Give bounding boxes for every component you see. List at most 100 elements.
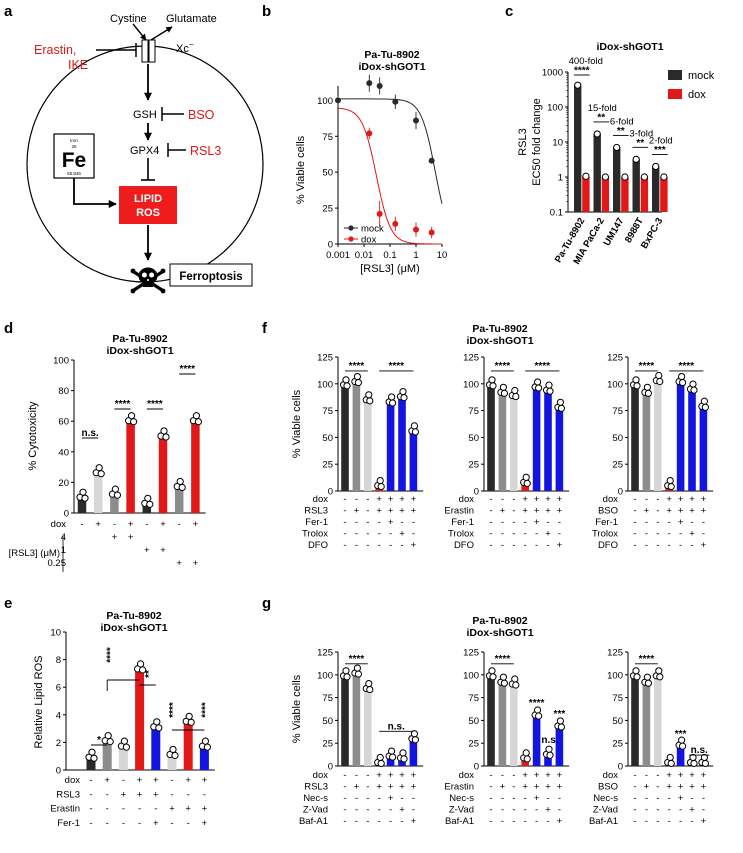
f-sub1-point-5-2: [546, 387, 554, 395]
g-sub2-y-tick-label-3: 75: [612, 693, 623, 704]
svg-text:55.845: 55.845: [67, 171, 81, 176]
e-point-0-1: [88, 748, 96, 756]
d-y-tick-label-2: 40: [58, 447, 69, 458]
d-bar-3: [126, 419, 135, 513]
e-row-label-3: Fer-1: [57, 818, 80, 829]
f-sub1-row-0-cell-1: -: [501, 494, 504, 505]
f-sub1-point-3-1: [522, 473, 530, 481]
g-sub0-point-6-2: [411, 736, 419, 744]
f-sub1-point-6-1: [556, 398, 565, 406]
g-sub0-row-4-cell-4: -: [389, 816, 392, 827]
e-row-0-cell-2: -: [122, 775, 125, 786]
transporter-right: [148, 39, 156, 63]
b-legend-dot-mock: [348, 225, 354, 231]
g-sub0-row-0-cell-5: +: [399, 770, 405, 781]
e-point-3-2: [139, 666, 147, 674]
d-bar-2: [110, 493, 119, 513]
f-sub0-y-tick-label-5: 125: [317, 353, 333, 364]
e-row-1-cell-1: -: [106, 789, 109, 800]
g-sub1-row-4-cell-5: -: [546, 816, 549, 827]
f-sub1-sig-0-label: ****: [495, 361, 511, 372]
g-sub1-row-4-cell-0: -: [489, 816, 492, 827]
g-sub1-row-4-cell-3: -: [524, 816, 527, 827]
f-sub0-row-3-cell-4: -: [389, 529, 392, 540]
g-sub0-row-2-cell-3: -: [378, 793, 381, 804]
f-sub2-point-4-2: [679, 378, 687, 387]
g-sub2-row-3-cell-5: +: [689, 805, 695, 816]
f-sub1-row-1-cell-5: +: [545, 506, 551, 517]
g-sub1-point-3-1: [522, 749, 530, 757]
e-title-1: iDox-shGOT1: [100, 622, 167, 634]
f-sub0-row-3-cell-2: -: [366, 529, 369, 540]
f-sub0-bar-0: [341, 383, 349, 491]
g-sub2-bar-0: [631, 674, 639, 766]
d-sig-0-label: n.s.: [81, 428, 98, 439]
e-row-2-cell-0: -: [89, 804, 92, 815]
g-sub2-y-tick-label-4: 100: [607, 670, 623, 681]
g-sub2-sig-0-label: ****: [639, 654, 655, 665]
f-sub1-row-2-cell-3: -: [524, 517, 527, 528]
b-legend-label-mock: mock: [361, 224, 384, 235]
f-sub1-point-6-2: [557, 404, 566, 412]
g-sub1-row-3-cell-0: -: [489, 805, 492, 816]
f-sub2-row-4-cell-3: -: [668, 540, 671, 551]
c-legend-swatch-mock: [668, 70, 682, 80]
e-bar-4: [151, 725, 161, 770]
b-y-tick-label-4: 100: [317, 96, 333, 107]
g-sub2-row-1-cell-4: +: [678, 782, 684, 793]
e-point-7-2: [203, 743, 211, 751]
e-row-label-2: Erastin: [50, 804, 80, 815]
g-sub0-point-5-1: [399, 749, 407, 757]
g-sub2-row-0-cell-1: -: [645, 770, 648, 781]
g-sub1-point-5-2: [546, 751, 554, 759]
d-row-1-cell-3: +: [128, 532, 134, 543]
d-row-0-cell-2: -: [113, 519, 116, 530]
g-sub0-row-0-cell-6: +: [411, 770, 417, 781]
f-sub0-row-label-3: Trolox: [302, 529, 328, 540]
g-sub2-row-0-cell-4: +: [678, 770, 684, 781]
d-y-tick-label-0: 0: [64, 509, 69, 520]
b-x-tick-label-2: 0.1: [383, 250, 396, 261]
e-point-5-2: [171, 751, 179, 760]
f-sub1-row-0-cell-3: +: [522, 494, 528, 505]
g-sub2-row-0-cell-6: +: [701, 770, 707, 781]
g-sub1-row-4-cell-4: -: [535, 816, 538, 827]
d-point-3-1: [128, 412, 136, 420]
g-title-1: iDox-shGOT1: [466, 627, 533, 639]
g-sub0-point-1-2: [354, 670, 362, 678]
d-bar-4: [142, 502, 152, 513]
d-sig-2-label: ****: [147, 399, 163, 410]
g-sub2-row-1-cell-2: -: [656, 782, 659, 793]
g-sub1-row-2-cell-3: -: [524, 793, 527, 804]
e-point-1-1: [104, 732, 112, 740]
g-sub1-row-3-cell-6: -: [558, 805, 561, 816]
g-sub2-row-1-cell-5: +: [689, 782, 695, 793]
f-sub1-bar-0: [487, 383, 495, 491]
f-sub0-y-tick-label-4: 100: [317, 379, 333, 390]
g-sub1-bar-6: [555, 724, 564, 766]
e-row-1-cell-7: -: [203, 789, 206, 800]
e-row-3-cell-3: -: [138, 818, 141, 829]
f-sub0-row-0-cell-2: -: [366, 494, 369, 505]
g-sub0-y-tick-label-5: 125: [317, 648, 333, 659]
f-sub0-row-3-cell-5: +: [399, 529, 405, 540]
c-bar-dox-1: [601, 177, 610, 212]
g-sub0-bar-1: [352, 672, 361, 766]
g-sub1-bar-1: [498, 681, 507, 766]
f-sub0-row-1-cell-0: -: [343, 506, 346, 517]
g-sub1-point-6-2: [557, 723, 566, 731]
f-sub2-row-4-cell-4: -: [679, 540, 682, 551]
f-sub2-point-4-1: [678, 372, 686, 381]
g-sub2-row-2-cell-1: -: [645, 793, 648, 804]
f-sub0-point-3-1: [376, 476, 384, 485]
e-row-2-cell-2: -: [122, 804, 125, 815]
g-sub0-sig-0-label: ****: [349, 654, 365, 665]
e-row-0-cell-1: +: [104, 775, 110, 786]
f-sub0-row-0-cell-4: +: [388, 494, 394, 505]
g-sub2-row-2-cell-0: -: [633, 793, 636, 804]
f-sub1-row-0-cell-6: +: [557, 494, 563, 505]
erastin-label: Erastin,: [34, 43, 76, 57]
e-y-tick-label-4: 8: [56, 655, 61, 666]
d-row-0-cell-4: -: [145, 519, 148, 530]
